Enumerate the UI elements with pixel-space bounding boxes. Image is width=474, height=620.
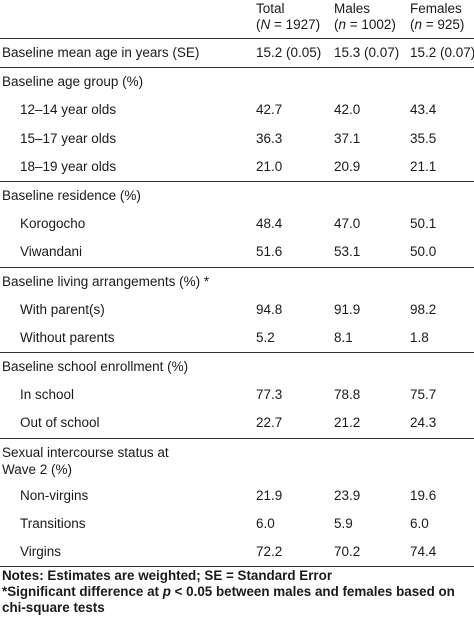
section-label: Baseline living arrangements (%) * (2, 273, 210, 289)
table-row: Virgins 72.2 70.2 74.4 (0, 538, 474, 566)
cell-total: 15.2 (0.05) (256, 45, 322, 60)
table-row: 18–19 year olds 21.0 20.9 21.1 (0, 153, 474, 181)
notes-p-symbol: p (162, 584, 171, 599)
table-row: In school 77.3 78.8 75.7 (0, 381, 474, 409)
table-notes: Notes: Estimates are weighted; SE = Stan… (2, 568, 472, 616)
row-label: Transitions (20, 515, 86, 531)
notes-line-2-suffix: < 0.05 between males and females based o… (170, 584, 455, 599)
cell-females: 1.8 (410, 329, 429, 345)
table-row: With parent(s) 94.8 91.9 98.2 (0, 296, 474, 324)
table-row: Korogocho 48.4 47.0 50.1 (0, 210, 474, 238)
cell-females: 50.1 (410, 216, 437, 232)
section-label: Baseline age group (%) (2, 74, 144, 90)
cell-total: 36.3 (256, 130, 283, 146)
table-row: Without parents 5.2 8.1 1.8 (0, 324, 474, 352)
row-label: Virgins (20, 544, 62, 559)
cell-males: 23.9 (334, 487, 361, 503)
cell-males: 53.1 (334, 244, 361, 260)
notes-line-3: chi-square tests (2, 600, 105, 615)
cell-total: 51.6 (256, 244, 283, 260)
cell-total: 94.8 (256, 301, 283, 317)
cell-females: 43.4 (410, 102, 437, 118)
cell-males: 42.0 (334, 102, 361, 118)
cell-females: 35.5 (410, 130, 437, 146)
table-row: Viwandani 51.6 53.1 50.0 (0, 238, 474, 266)
header-males-label: Males (334, 1, 371, 16)
table-row: 15–17 year olds 36.3 37.1 35.5 (0, 125, 474, 153)
cell-females: 50.0 (410, 244, 437, 260)
section-label-line1: Sexual intercourse status at (2, 444, 169, 460)
table-bottom-rule (0, 566, 474, 568)
section-label-line2: Wave 2 (%) (2, 461, 73, 477)
table-row: Baseline school enrollment (%) (0, 352, 474, 381)
cell-total: 21.9 (256, 487, 283, 503)
table-row: Baseline age group (%) (0, 67, 474, 96)
data-table: Total (N = 1927) Males (n = 1002) Female… (0, 0, 474, 568)
header-females-n: (n = 925) (410, 17, 465, 32)
cell-total: 42.7 (256, 102, 283, 118)
cell-total: 72.2 (256, 544, 283, 559)
header-total-n: (N = 1927) (256, 17, 321, 32)
cell-total: 21.0 (256, 158, 283, 174)
row-label: Viwandani (20, 244, 83, 260)
cell-males: 8.1 (334, 329, 353, 345)
cell-males: 15.3 (0.07) (334, 45, 400, 60)
cell-males: 78.8 (334, 387, 361, 403)
row-label: Baseline mean age in years (SE) (2, 45, 200, 60)
row-label: In school (20, 387, 75, 403)
header-females: Females (n = 925) (410, 1, 464, 33)
row-label: Non-virgins (20, 487, 89, 503)
cell-total: 22.7 (256, 415, 283, 431)
notes-line-2-prefix: *Significant difference at (2, 584, 163, 599)
section-label: Baseline school enrollment (%) (2, 359, 189, 375)
cell-total: 5.2 (256, 329, 275, 345)
cell-females: 75.7 (410, 387, 437, 403)
cell-males: 47.0 (334, 216, 361, 232)
cell-males: 5.9 (334, 515, 353, 531)
section-label: Sexual intercourse status at Wave 2 (%) (2, 444, 169, 478)
row-label: Without parents (20, 329, 115, 345)
cell-males: 91.9 (334, 301, 361, 317)
header-total: Total (N = 1927) (256, 1, 320, 33)
cell-females: 6.0 (410, 515, 429, 531)
table-row: Baseline living arrangements (%) * (0, 266, 474, 296)
header-males: Males (n = 1002) (334, 1, 396, 33)
table-row: Non-virgins 21.9 23.9 19.6 (0, 482, 474, 510)
row-label: 15–17 year olds (20, 130, 117, 146)
cell-females: 98.2 (410, 301, 437, 317)
table-row: Transitions 6.0 5.9 6.0 (0, 510, 474, 538)
cell-males: 70.2 (334, 544, 361, 559)
cell-males: 37.1 (334, 130, 361, 146)
table-row: Out of school 22.7 21.2 24.3 (0, 409, 474, 437)
notes-line-1: Notes: Estimates are weighted; SE = Stan… (2, 568, 333, 583)
row-label: 12–14 year olds (20, 102, 117, 118)
table-header: Total (N = 1927) Males (n = 1002) Female… (0, 0, 474, 39)
row-label: With parent(s) (20, 301, 105, 317)
cell-females: 19.6 (410, 487, 437, 503)
row-label: 18–19 year olds (20, 158, 117, 174)
section-label: Baseline residence (%) (2, 187, 141, 203)
header-total-label: Total (256, 1, 285, 16)
notes-line-2: *Significant difference at p < 0.05 betw… (2, 584, 472, 600)
table-row: Sexual intercourse status at Wave 2 (%) (0, 437, 474, 482)
cell-total: 77.3 (256, 387, 283, 403)
cell-males: 21.2 (334, 415, 361, 431)
table-row: 12–14 year olds 42.7 42.0 43.4 (0, 96, 474, 124)
cell-total: 48.4 (256, 216, 283, 232)
cell-females: 21.1 (410, 158, 437, 174)
row-label: Korogocho (20, 216, 86, 232)
row-label: Out of school (20, 415, 100, 431)
cell-males: 20.9 (334, 158, 361, 174)
cell-females: 15.2 (0.07) (410, 45, 474, 60)
table-row: Baseline residence (%) (0, 180, 474, 210)
cell-total: 6.0 (256, 515, 275, 531)
cell-females: 24.3 (410, 415, 437, 431)
table-row: Baseline mean age in years (SE) 15.2 (0.… (0, 39, 474, 67)
cell-females: 74.4 (410, 544, 437, 559)
header-males-n: (n = 1002) (334, 17, 396, 32)
header-females-label: Females (410, 1, 462, 16)
